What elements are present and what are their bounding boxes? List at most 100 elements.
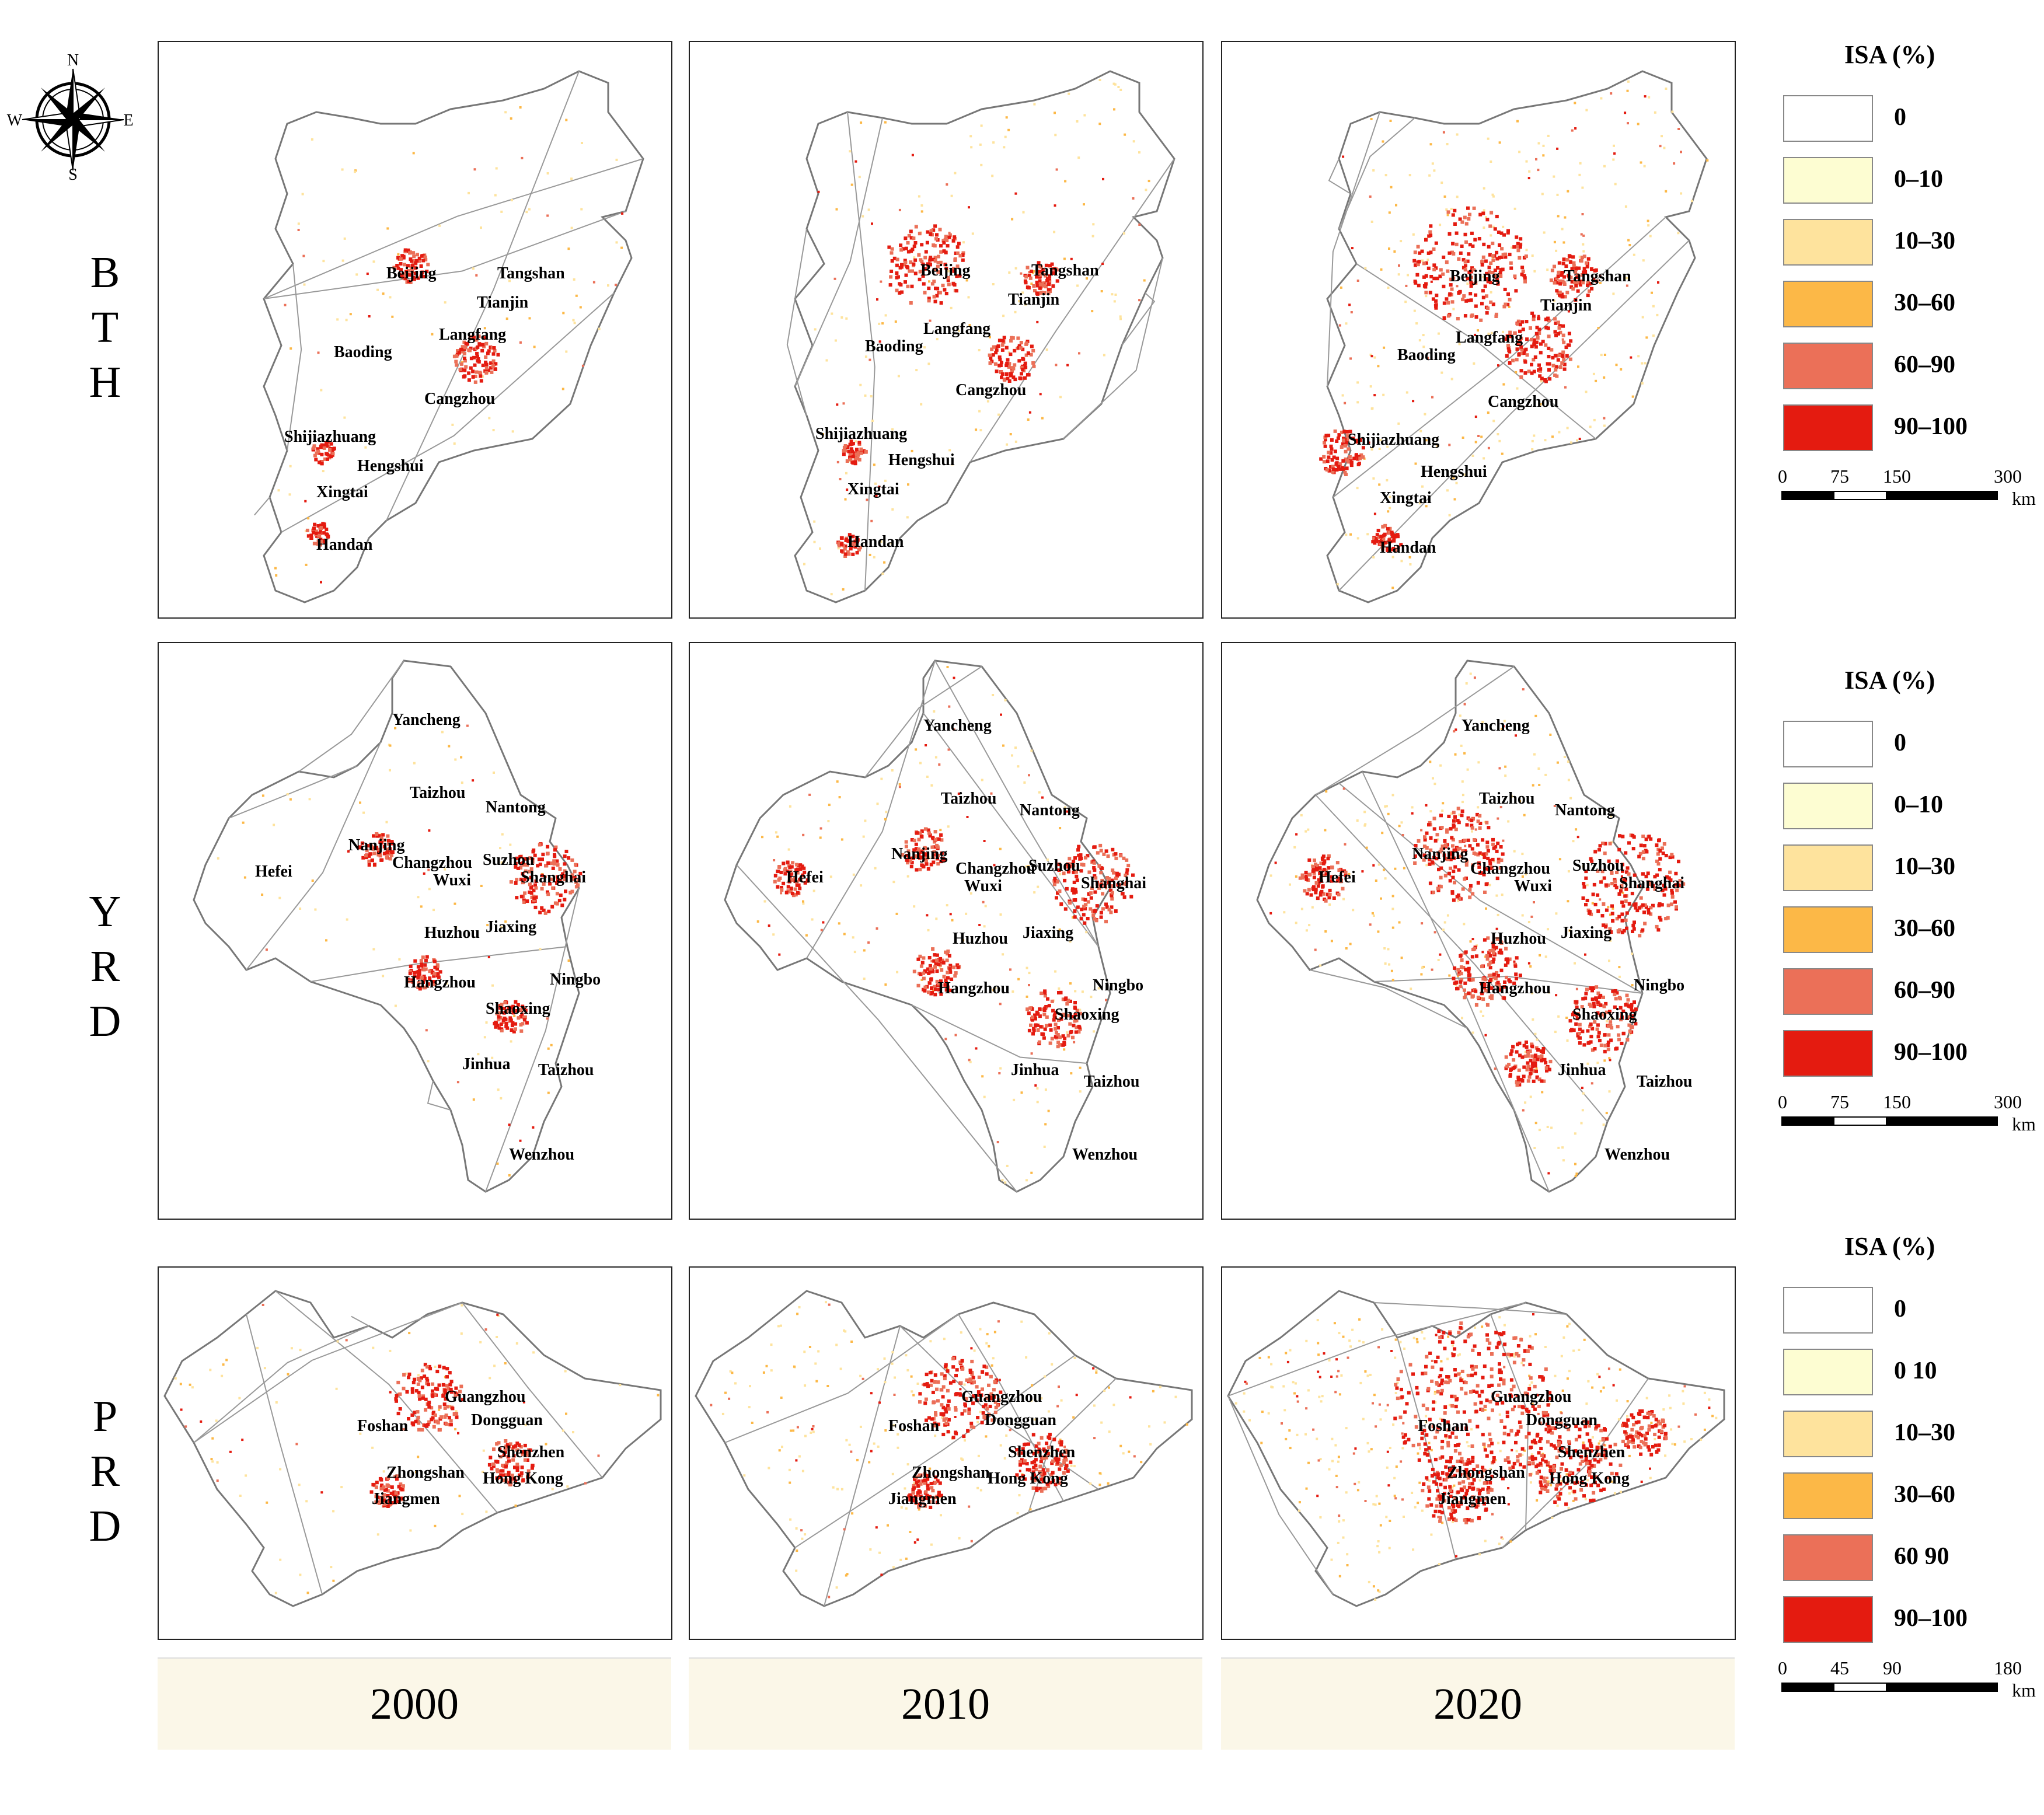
urban-core-pixel (332, 452, 335, 455)
urban-core-pixel (1491, 259, 1495, 262)
urban-core-pixel (1105, 849, 1108, 853)
urban-core-pixel (1432, 891, 1435, 894)
isa-pixel (1093, 1405, 1096, 1407)
urban-core-pixel (1596, 893, 1599, 897)
isa-pixel (1128, 1451, 1130, 1453)
isa-pixel (1364, 267, 1366, 270)
isa-pixel (1579, 162, 1582, 165)
urban-core-pixel (947, 282, 951, 286)
isa-pixel (948, 706, 950, 708)
isa-pixel (1378, 864, 1380, 866)
isa-pixel (1531, 448, 1533, 451)
urban-core-pixel (501, 1464, 504, 1467)
urban-core-pixel (448, 1416, 451, 1419)
urban-core-pixel (1491, 843, 1495, 846)
urban-core-pixel (326, 452, 329, 456)
isa-pixel (766, 1365, 768, 1367)
isa-pixel (1037, 1101, 1039, 1103)
isa-pixel (1645, 336, 1648, 338)
urban-core-pixel (450, 1380, 454, 1383)
urban-core-pixel (1328, 893, 1332, 896)
isa-pixel (1462, 801, 1464, 803)
urban-core-pixel (415, 1389, 418, 1392)
urban-core-pixel (1638, 934, 1641, 937)
isa-pixel (565, 119, 567, 121)
isa-pixel (364, 446, 367, 449)
isa-pixel (575, 295, 578, 297)
isa-pixel (1343, 787, 1345, 790)
isa-pixel (417, 1456, 419, 1458)
urban-core-pixel (1427, 235, 1431, 238)
isa-pixel (1063, 258, 1066, 260)
urban-core-pixel (1492, 951, 1495, 955)
isa-pixel (1600, 354, 1603, 356)
urban-core-pixel (421, 1385, 424, 1389)
urban-core-pixel (1453, 222, 1457, 226)
urban-core-pixel (1121, 892, 1125, 895)
isa-pixel (1553, 176, 1555, 178)
urban-core-pixel (1076, 878, 1079, 882)
isa-pixel (1066, 364, 1069, 367)
urban-core-pixel (791, 861, 794, 864)
isa-pixel (1648, 96, 1650, 99)
urban-core-pixel (1656, 928, 1660, 931)
urban-core-pixel (1491, 838, 1495, 842)
urban-core-pixel (1449, 827, 1453, 830)
urban-core-pixel (1498, 243, 1501, 247)
isa-pixel (336, 318, 339, 320)
urban-core-pixel (1485, 882, 1488, 886)
urban-core-pixel (1517, 1078, 1520, 1081)
isa-pixel (850, 1451, 852, 1453)
urban-core-pixel (1432, 268, 1436, 271)
urban-core-pixel (1028, 1029, 1031, 1032)
isa-pixel (1366, 533, 1369, 535)
urban-core-pixel (934, 1413, 937, 1417)
isa-pixel (289, 347, 292, 350)
isa-pixel (1431, 281, 1433, 283)
urban-core-pixel (1087, 871, 1091, 874)
isa-pixel (1544, 439, 1547, 441)
urban-core-pixel (550, 905, 554, 909)
city-label: Shaoxing (486, 1000, 550, 1018)
urban-core-pixel (1532, 315, 1536, 318)
isa-pixel (337, 1341, 339, 1343)
isa-pixel (1415, 322, 1418, 324)
isa-pixel (846, 1573, 849, 1575)
isa-pixel (480, 885, 483, 887)
isa-pixel (1680, 193, 1682, 195)
isa-pixel (1492, 196, 1495, 198)
urban-core-pixel (1483, 938, 1487, 942)
isa-pixel (1582, 1093, 1585, 1095)
urban-core-pixel (934, 1373, 937, 1377)
city-label: Langfang (1456, 329, 1523, 347)
isa-pixel (1528, 921, 1530, 923)
isa-pixel (607, 284, 609, 287)
city-label: Taizhou (410, 784, 465, 802)
isa-pixel (870, 1450, 873, 1453)
isa-pixel (1433, 169, 1435, 172)
urban-core-pixel (1443, 839, 1446, 843)
isa-pixel (975, 1048, 978, 1050)
urban-core-pixel (1527, 1079, 1530, 1083)
urban-core-pixel (905, 274, 908, 277)
urban-core-pixel (1617, 1038, 1621, 1041)
urban-core-pixel (1559, 365, 1562, 369)
urban-core-pixel (1453, 815, 1457, 819)
urban-core-pixel (998, 338, 1002, 342)
urban-core-pixel (528, 891, 531, 894)
urban-core-pixel (945, 239, 948, 242)
urban-core-pixel (1498, 256, 1501, 260)
isa-pixel (1574, 962, 1576, 965)
isa-pixel (497, 1163, 499, 1165)
urban-core-pixel (1588, 910, 1592, 913)
urban-core-pixel (891, 259, 894, 263)
urban-core-pixel (1464, 968, 1467, 971)
isa-pixel (1452, 308, 1454, 310)
isa-pixel (1547, 1172, 1550, 1174)
isa-pixel (1561, 228, 1564, 231)
isa-pixel (1460, 745, 1463, 747)
isa-pixel (1627, 90, 1629, 92)
isa-pixel (915, 369, 918, 371)
isa-pixel (1033, 103, 1035, 106)
isa-pixel (1569, 797, 1572, 800)
